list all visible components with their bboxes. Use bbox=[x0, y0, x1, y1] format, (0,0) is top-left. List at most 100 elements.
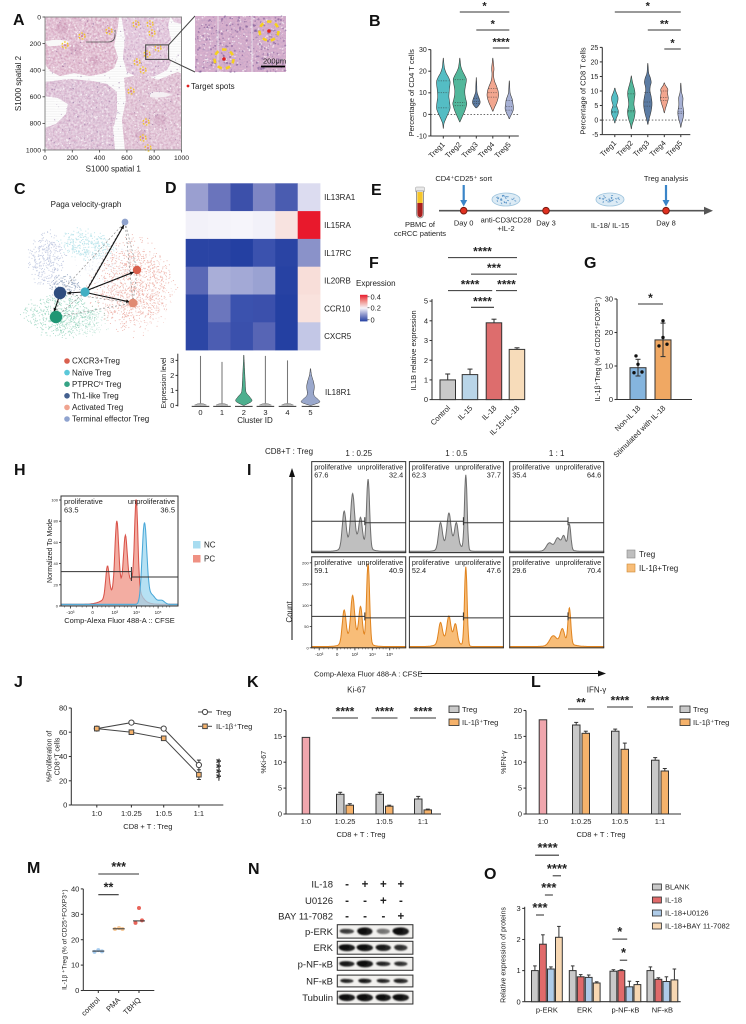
svg-text:40: 40 bbox=[54, 561, 59, 566]
svg-text:10⁴: 10⁴ bbox=[133, 610, 140, 615]
svg-text:***: *** bbox=[541, 880, 557, 895]
svg-text:PMA: PMA bbox=[104, 996, 122, 1014]
svg-text:29.6: 29.6 bbox=[512, 566, 526, 575]
svg-text:35.4: 35.4 bbox=[512, 471, 526, 480]
svg-text:1 : 1: 1 : 1 bbox=[549, 449, 565, 458]
svg-text:62.3: 62.3 bbox=[412, 471, 426, 480]
svg-text:-: - bbox=[363, 911, 367, 923]
svg-text:Treg1: Treg1 bbox=[598, 139, 618, 159]
svg-text:15: 15 bbox=[274, 732, 282, 741]
svg-text:unproliferative: unproliferative bbox=[357, 463, 403, 472]
svg-text:IL-18: IL-18 bbox=[665, 896, 682, 905]
svg-text:20: 20 bbox=[274, 706, 282, 715]
svg-text:4: 4 bbox=[424, 316, 428, 325]
svg-text:+: + bbox=[398, 911, 405, 923]
svg-text:Treg5: Treg5 bbox=[493, 140, 513, 160]
svg-text:PC: PC bbox=[204, 555, 215, 564]
svg-text:*: * bbox=[617, 924, 623, 939]
svg-text:IL-1β ⁺Treg (% of CD25⁺FOXP3⁺): IL-1β ⁺Treg (% of CD25⁺FOXP3⁺) bbox=[61, 889, 68, 989]
svg-text:1:0.5: 1:0.5 bbox=[612, 817, 629, 826]
svg-text:40.9: 40.9 bbox=[389, 566, 403, 575]
svg-text:10³: 10³ bbox=[352, 652, 359, 657]
svg-text:Comp-Alexa Fluor 488-A : CFSE: Comp-Alexa Fluor 488-A : CFSE bbox=[314, 670, 422, 679]
svg-text:100: 100 bbox=[51, 498, 58, 503]
svg-text:20: 20 bbox=[71, 935, 79, 944]
svg-text:IL13RA1: IL13RA1 bbox=[324, 193, 356, 202]
svg-text:+: + bbox=[362, 879, 369, 891]
svg-text:20: 20 bbox=[419, 69, 427, 76]
svg-text:30: 30 bbox=[605, 295, 613, 304]
svg-text:0: 0 bbox=[423, 112, 427, 119]
svg-text:Percentage of CD8 T cells: Percentage of CD8 T cells bbox=[578, 47, 587, 135]
svg-text:30: 30 bbox=[419, 47, 427, 54]
svg-text:PBMC of: PBMC of bbox=[405, 220, 436, 229]
svg-text:IL1B relative expression: IL1B relative expression bbox=[409, 310, 418, 390]
svg-text:****: **** bbox=[414, 705, 433, 719]
svg-text:0: 0 bbox=[371, 316, 375, 325]
svg-text:Percentage of CD4 T cells: Percentage of CD4 T cells bbox=[407, 49, 416, 137]
svg-text:1:0: 1:0 bbox=[301, 817, 311, 826]
svg-text:proliferative: proliferative bbox=[412, 463, 450, 472]
svg-text:IFN-γ: IFN-γ bbox=[587, 686, 607, 695]
svg-text:1:0.25: 1:0.25 bbox=[121, 809, 142, 818]
svg-text:CD8 + T : Treg: CD8 + T : Treg bbox=[576, 830, 625, 839]
svg-text:unproliferative: unproliferative bbox=[357, 558, 403, 567]
svg-text:Terminal effector Treg: Terminal effector Treg bbox=[72, 415, 149, 424]
svg-text:0: 0 bbox=[609, 395, 613, 404]
svg-text:80: 80 bbox=[54, 519, 59, 524]
svg-text:10: 10 bbox=[274, 758, 282, 767]
svg-text:10: 10 bbox=[71, 961, 79, 970]
svg-text:Day 0: Day 0 bbox=[454, 219, 474, 228]
svg-text:3: 3 bbox=[517, 904, 521, 913]
svg-text:10: 10 bbox=[419, 90, 427, 97]
svg-text:0: 0 bbox=[91, 610, 94, 615]
svg-text:0: 0 bbox=[424, 395, 428, 404]
svg-text:2: 2 bbox=[170, 371, 174, 380]
svg-text:****: **** bbox=[473, 245, 492, 259]
svg-text:****: **** bbox=[537, 840, 558, 855]
svg-text:IL20RB: IL20RB bbox=[324, 277, 351, 286]
svg-text:47.6: 47.6 bbox=[487, 566, 501, 575]
svg-text:IL-18+U0126: IL-18+U0126 bbox=[665, 909, 709, 918]
svg-text:15: 15 bbox=[591, 74, 599, 81]
svg-text:proliferative: proliferative bbox=[512, 463, 550, 472]
svg-text:NF-κB: NF-κB bbox=[306, 977, 333, 988]
svg-text:*: * bbox=[646, 1, 651, 13]
svg-text:37.7: 37.7 bbox=[487, 471, 501, 480]
svg-text:Treg: Treg bbox=[639, 550, 655, 559]
svg-text:-: - bbox=[345, 896, 349, 908]
svg-text:0.2: 0.2 bbox=[371, 304, 381, 313]
svg-text:p-ERK: p-ERK bbox=[536, 1006, 558, 1015]
svg-text:1 : 0.25: 1 : 0.25 bbox=[345, 449, 372, 458]
svg-text:%Proliferation of: %Proliferation of bbox=[46, 731, 53, 782]
svg-text:****: **** bbox=[611, 694, 630, 708]
svg-text:p-NF-κB: p-NF-κB bbox=[298, 959, 333, 970]
svg-text:IL-18: IL-18 bbox=[480, 404, 498, 422]
svg-text:CD8+T : Treg: CD8+T : Treg bbox=[265, 447, 313, 456]
svg-text:proliferative: proliferative bbox=[314, 463, 352, 472]
svg-text:****: **** bbox=[492, 37, 510, 49]
svg-text:CXCR3+Treg: CXCR3+Treg bbox=[72, 357, 120, 366]
svg-text:NC: NC bbox=[204, 541, 216, 550]
svg-text:-: - bbox=[381, 911, 385, 923]
svg-text:0: 0 bbox=[75, 986, 79, 995]
svg-text:Treg4: Treg4 bbox=[648, 139, 668, 159]
svg-text:unproliferative: unproliferative bbox=[555, 463, 601, 472]
svg-text:IL17RC: IL17RC bbox=[324, 249, 351, 258]
svg-text:TBHQ: TBHQ bbox=[121, 995, 142, 1016]
svg-text:1:0: 1:0 bbox=[92, 809, 102, 818]
svg-text:****: **** bbox=[336, 705, 355, 719]
svg-text:0: 0 bbox=[37, 14, 41, 21]
svg-text:15: 15 bbox=[514, 732, 522, 741]
svg-text:****: **** bbox=[547, 861, 568, 876]
svg-text:Treg analysis: Treg analysis bbox=[644, 174, 689, 183]
svg-text:-: - bbox=[363, 896, 367, 908]
svg-text:Treg4: Treg4 bbox=[476, 140, 496, 160]
svg-text:-10³: -10³ bbox=[315, 652, 324, 657]
svg-text:unproliferative: unproliferative bbox=[455, 558, 501, 567]
svg-text:20: 20 bbox=[54, 582, 59, 587]
svg-text:****: **** bbox=[651, 694, 670, 708]
svg-text:1:1: 1:1 bbox=[418, 817, 428, 826]
svg-text:***: *** bbox=[532, 900, 548, 915]
svg-text:CD8⁺T cells: CD8⁺T cells bbox=[54, 737, 61, 775]
